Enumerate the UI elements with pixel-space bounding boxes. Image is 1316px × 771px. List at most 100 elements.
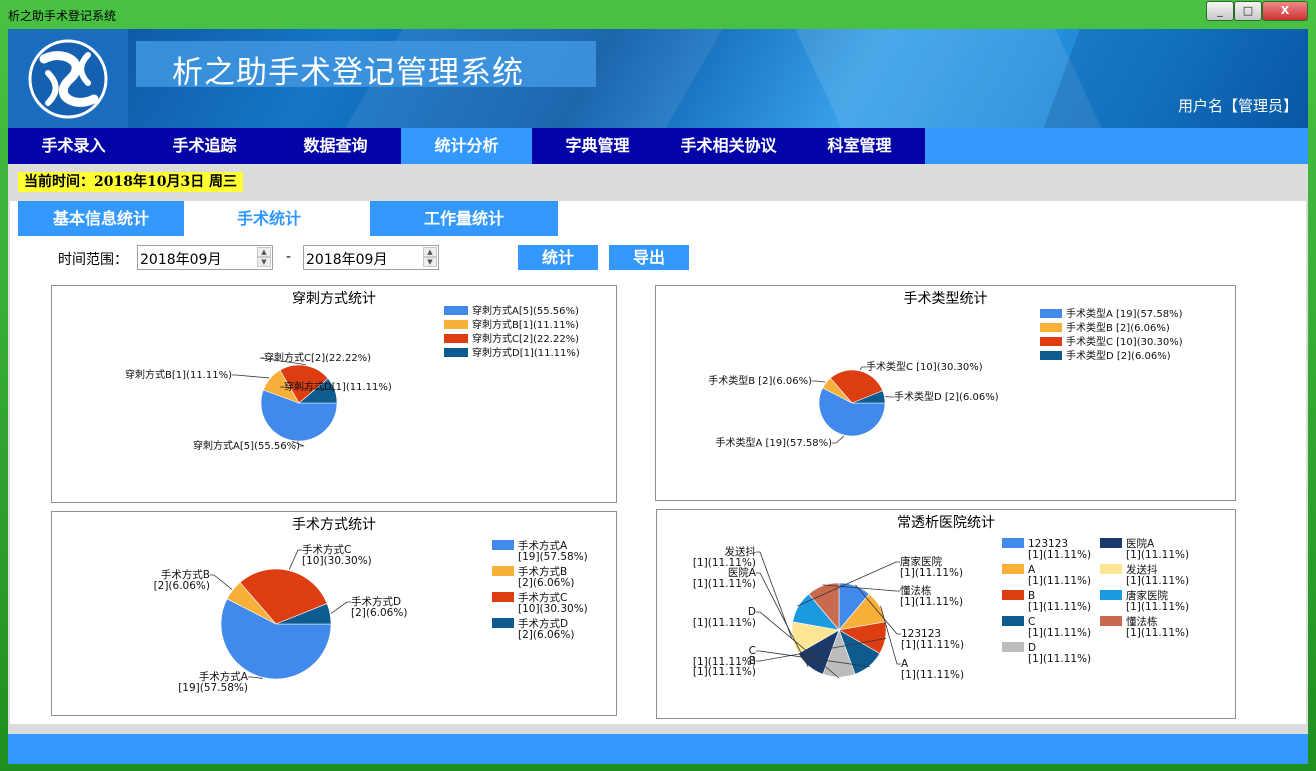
legend-swatch (444, 334, 468, 343)
chart-hospital: 常透析医院统计 123123 [1](11.11%) A [1](11.11%) B [1… (656, 509, 1236, 719)
date-to-input[interactable]: 2018年09月 ▲ ▼ (303, 245, 439, 270)
callout-label: 穿刺方式A[5](55.56%) (193, 439, 300, 452)
callout-line (756, 611, 840, 679)
legend-label: C [1](11.11%) (1028, 616, 1091, 639)
user-info[interactable]: 用户名【管理员】 (1177, 97, 1298, 115)
legend-swatch (1100, 564, 1122, 574)
current-time: 当前时间：2018年10月3日 周三 (18, 172, 244, 192)
callout-label: C [1](11.11%) (693, 645, 756, 668)
callout-label: 发送抖[1](11.11%) (693, 545, 757, 569)
callout-label: 医院A [1](11.11%) (693, 566, 757, 590)
legend-swatch (1002, 616, 1024, 626)
legend-label: 穿刺方式D[1](11.11%) (472, 346, 580, 359)
chart-title: 手术类型统计 (903, 291, 988, 307)
callout-line (859, 366, 866, 371)
callout-line (248, 676, 263, 679)
callout-label: B [1](11.11%) (693, 655, 756, 678)
callout-line (797, 561, 900, 607)
tab-basic-info[interactable]: 基本信息统计 (18, 201, 184, 236)
pie-slice-4 (851, 390, 886, 404)
legend-swatch (1100, 590, 1122, 600)
nav-agreements[interactable]: 手术相关协议 (663, 128, 794, 164)
legend-swatch (492, 540, 514, 550)
maximize-button[interactable]: □ (1234, 1, 1262, 21)
title-box: 析之助手术登记管理系统 (136, 41, 596, 91)
range-label: 时间范围： (58, 252, 128, 268)
legend-swatch (492, 566, 514, 576)
chart-surgery-method: 手术方式统计 手术方式A [19](57.58%) 手术方式B [2](6.06%) 手… (51, 511, 617, 716)
date-to-spinner[interactable]: ▲ ▼ (423, 247, 437, 268)
date-from-spinner[interactable]: ▲ ▼ (257, 247, 271, 268)
pie-slice-3 (829, 369, 884, 404)
legend-swatch (1040, 323, 1062, 332)
legend-swatch (1002, 642, 1024, 652)
legend-label: 穿刺方式C[2](22.22%) (472, 332, 579, 345)
chart-title: 手术方式统计 (292, 517, 376, 533)
pie-slice-1 (220, 598, 332, 680)
chart-puncture: 穿刺方式统计 穿刺方式A[5](55.56%) 穿刺方式B[1](11.11%) 穿… (51, 285, 617, 503)
callout-line (756, 551, 793, 639)
range-separator: - (286, 249, 292, 265)
callout-line (812, 380, 826, 383)
window-title: 析之助手术登记系统 (8, 9, 117, 23)
header-banner: 析之助手术登记管理系统 用户名【管理员】 (8, 29, 1308, 128)
legend-label: 发送抖[1](11.11%) (1126, 563, 1189, 587)
callout-label: 手术类型D [2](6.06%) (894, 390, 999, 403)
callout-label: 懂法栋[1](11.11%) (900, 584, 963, 608)
callout-line (880, 605, 901, 665)
nav-department[interactable]: 科室管理 (794, 128, 925, 164)
legend-label: 懂法栋[1](11.11%) (1126, 615, 1189, 639)
callout-line (259, 357, 306, 365)
pie-slice-3 (279, 364, 329, 404)
nav-statistics[interactable]: 统计分析 (401, 128, 532, 164)
callout-line (855, 584, 901, 635)
callout-label: 手术类型C [10](30.30%) (866, 360, 983, 373)
callout-line (756, 572, 809, 667)
callout-label: 手术类型A [19](57.58%) (716, 436, 833, 449)
legend-swatch (444, 306, 468, 315)
stat-button[interactable]: 统计 (518, 245, 598, 270)
callout-line (288, 549, 302, 570)
pie-slice-4 (275, 603, 332, 625)
legend-label: 手术方式A [19](57.58%) (518, 539, 588, 563)
callout-label: 手术方式B [2](6.06%) (154, 568, 210, 592)
legend-swatch (1002, 538, 1024, 548)
legend-swatch (1040, 337, 1062, 346)
callout-line (832, 435, 845, 444)
title-bar[interactable]: 析之助手术登记系统 _ □ X (0, 0, 1316, 28)
nav-data-query[interactable]: 数据查询 (270, 128, 401, 164)
date-to-value: 2018年09月 (306, 252, 388, 268)
callout-label: D [1](11.11%) (693, 606, 756, 629)
export-button[interactable]: 导出 (609, 245, 689, 270)
callout-line (232, 374, 270, 379)
close-button[interactable]: X (1262, 1, 1308, 21)
legend-swatch (1002, 564, 1024, 574)
legend-label: 穿刺方式B[1](11.11%) (472, 318, 579, 331)
legend-label: D [1](11.11%) (1028, 642, 1091, 665)
tab-workload-stats[interactable]: 工作量统计 (370, 201, 558, 236)
content-panel: 基本信息统计 手术统计 工作量统计 时间范围： 2018年09月 ▲ ▼ - 20… (10, 201, 1306, 724)
callout-label: 手术方式C [10](30.30%) (302, 543, 372, 567)
chart-title: 常透析医院统计 (897, 515, 995, 531)
callout-label: A [1](11.11%) (901, 658, 964, 681)
callout-line (292, 441, 305, 447)
legend-label: B [1](11.11%) (1028, 590, 1091, 613)
pie-slice-9 (808, 582, 840, 631)
nav-surgery-entry[interactable]: 手术录入 (8, 128, 139, 164)
pie-slice-1 (260, 389, 338, 442)
logo (8, 29, 128, 128)
callout-label: 唐家医院[1](11.11%) (900, 555, 963, 579)
callout-line (822, 584, 900, 592)
legend-label: 手术方式C [10](30.30%) (518, 591, 588, 615)
legend-label: A [1](11.11%) (1028, 564, 1091, 587)
callout-label: 手术方式A [19](57.58%) (178, 670, 249, 694)
pie-slice-3 (239, 568, 328, 625)
date-from-input[interactable]: 2018年09月 ▲ ▼ (137, 245, 273, 270)
nav-surgery-tracking[interactable]: 手术追踪 (139, 128, 270, 164)
legend-label: 穿刺方式A[5](55.56%) (472, 304, 579, 317)
minimize-button[interactable]: _ (1206, 1, 1234, 21)
tab-surgery-stats[interactable]: 手术统计 (186, 201, 352, 236)
legend-label: 123123 [1](11.11%) (1028, 538, 1091, 561)
nav-dictionary[interactable]: 字典管理 (532, 128, 663, 164)
date-from-value: 2018年09月 (140, 252, 222, 268)
